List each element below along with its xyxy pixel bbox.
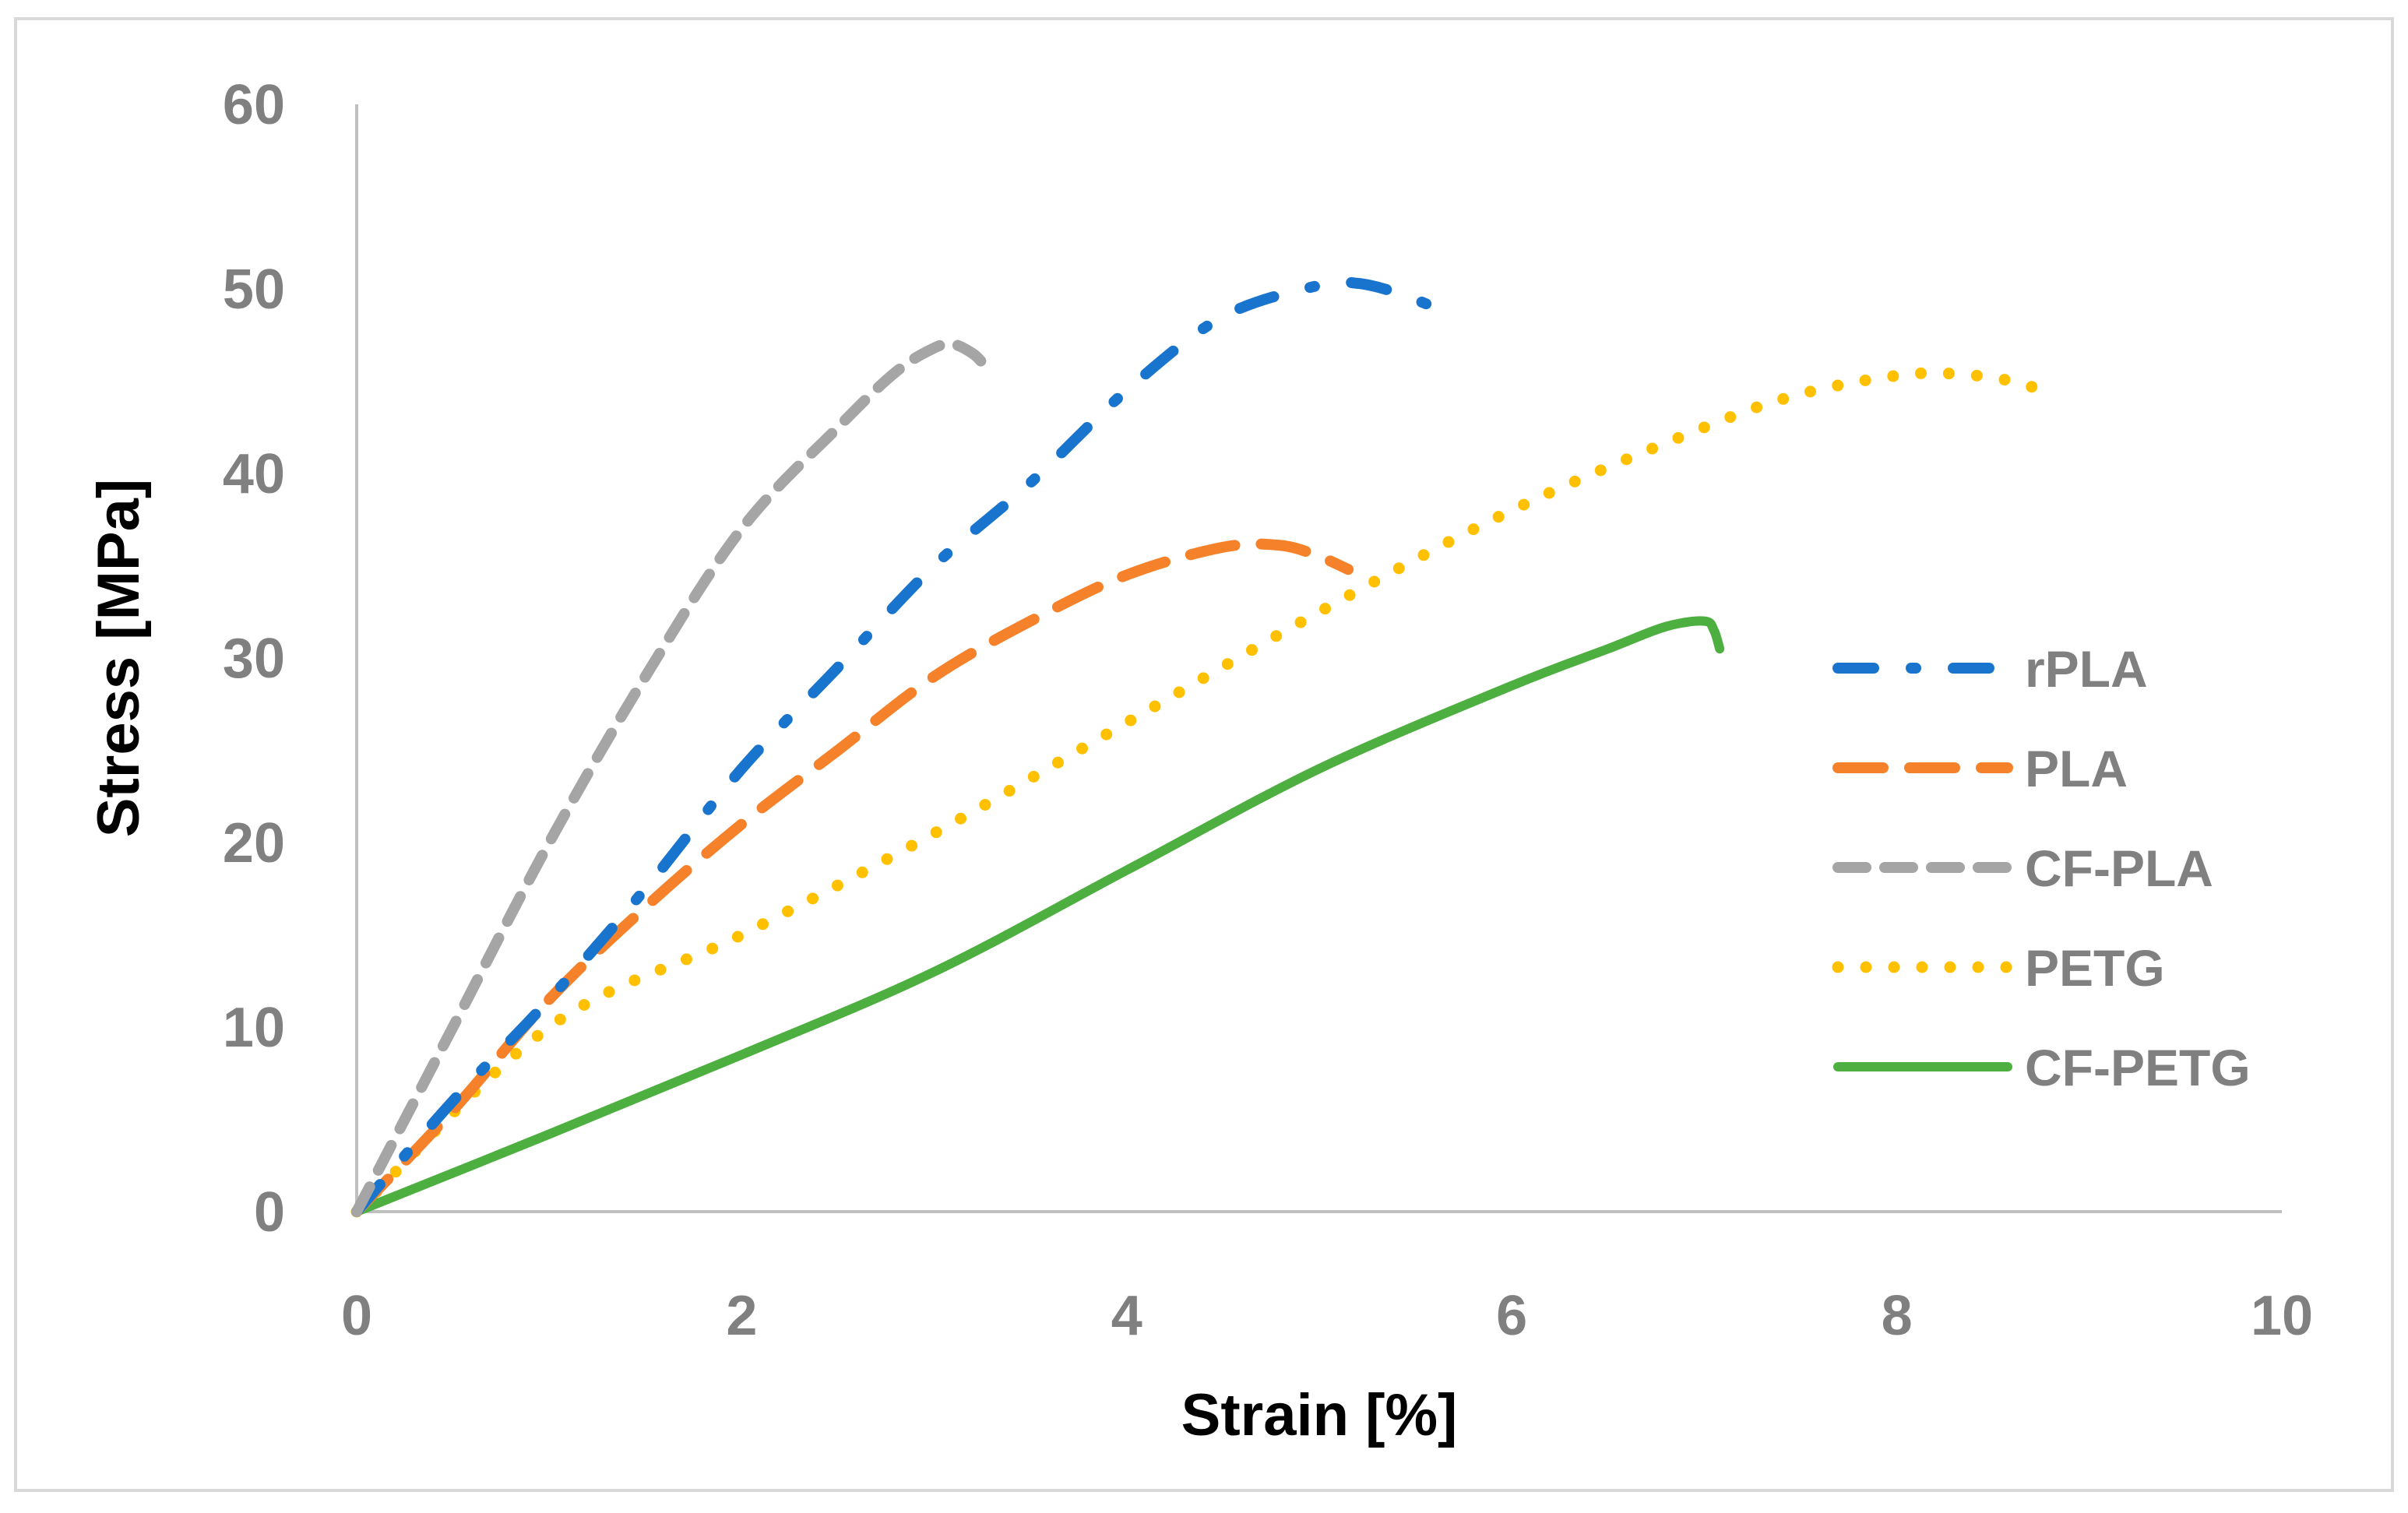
x-tick-labels: 0 2 4 6 8 10	[341, 1285, 2313, 1347]
series-line-petg	[350, 367, 2057, 1218]
legend-label-rpla: rPLA	[2025, 640, 2148, 698]
y-tick-label: 0	[254, 1181, 285, 1244]
legend: rPLA PLA CF-PLA PETG CF-PETG	[1832, 640, 2251, 1096]
y-tick-label: 60	[223, 74, 285, 136]
x-tick-label: 0	[341, 1285, 372, 1347]
x-tick-label: 6	[1496, 1285, 1527, 1347]
y-tick-label: 30	[223, 628, 285, 690]
y-tick-label: 10	[223, 997, 285, 1059]
series-line-cf-pla	[351, 338, 988, 1217]
x-tick-label: 2	[726, 1285, 757, 1347]
x-tick-label: 8	[1882, 1285, 1913, 1347]
axes	[355, 104, 2282, 1213]
legend-label-cf-pla: CF-PLA	[2025, 839, 2213, 897]
y-axis-title: Stress [MPa]	[86, 479, 152, 837]
legend-label-petg: PETG	[2025, 939, 2165, 997]
x-axis-title: Strain [%]	[1181, 1382, 1458, 1448]
x-tick-label: 10	[2251, 1285, 2313, 1347]
data-series	[350, 276, 2057, 1218]
y-tick-label: 50	[223, 259, 285, 321]
legend-label-cf-petg: CF-PETG	[2025, 1039, 2251, 1096]
chart-border	[14, 17, 2394, 1492]
legend-label-pla: PLA	[2025, 740, 2128, 797]
series-line-rpla	[351, 276, 1441, 1217]
y-tick-label: 40	[223, 443, 285, 505]
y-tick-label: 20	[223, 812, 285, 874]
series-line-cf-petg	[352, 616, 1725, 1216]
y-tick-labels: 0 10 20 30 40 50 60	[223, 74, 285, 1244]
x-tick-label: 4	[1111, 1285, 1142, 1347]
